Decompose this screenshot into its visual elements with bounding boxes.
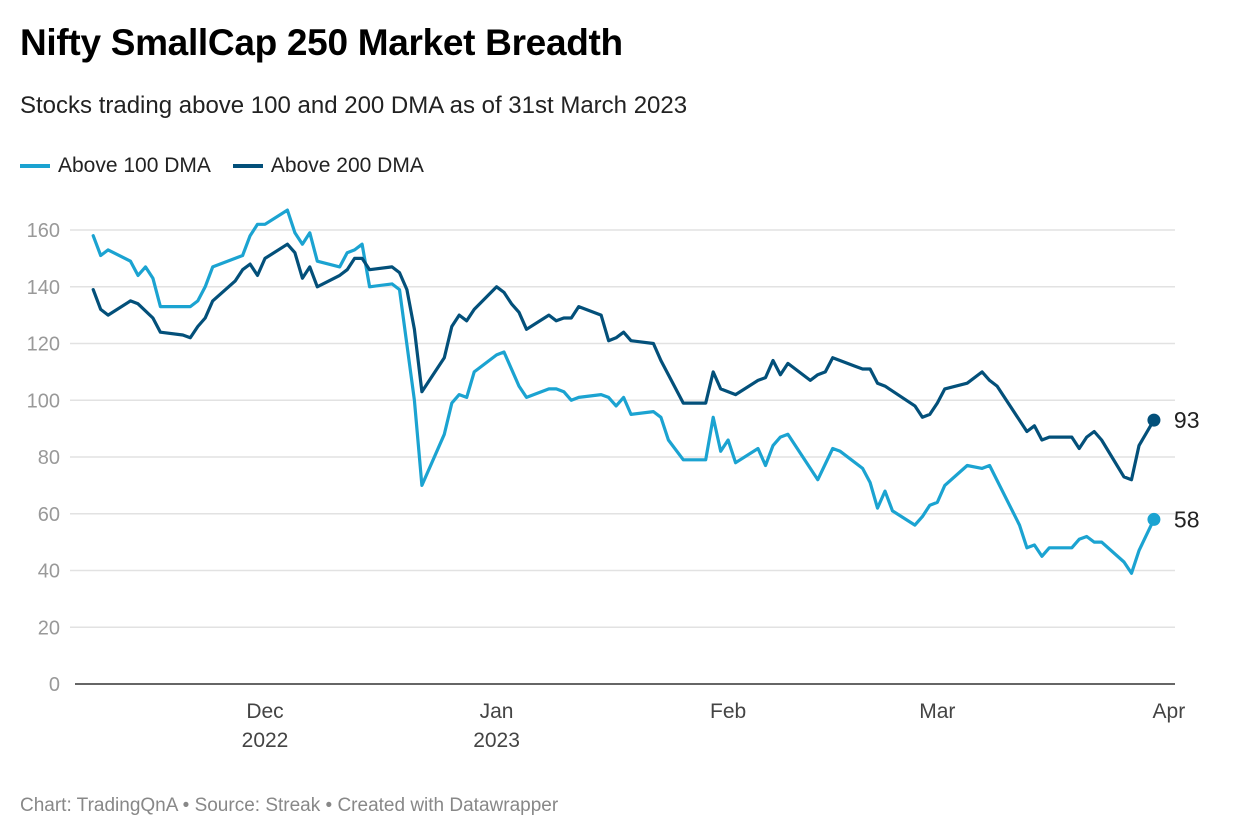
- y-tick-label: 140: [27, 277, 60, 299]
- legend: Above 100 DMA Above 200 DMA: [20, 154, 424, 178]
- y-tick-label: 120: [27, 334, 60, 356]
- legend-item-100dma: Above 100 DMA: [20, 154, 211, 178]
- end-point-marker: [1147, 512, 1161, 526]
- y-tick-label: 40: [38, 561, 60, 583]
- chart-footer: Chart: TradingQnA • Source: Streak • Cre…: [20, 795, 559, 816]
- chart-title: Nifty SmallCap 250 Market Breadth: [20, 22, 623, 63]
- chart-subtitle: Stocks trading above 100 and 200 DMA as …: [20, 92, 688, 119]
- y-tick-label: 100: [27, 390, 60, 412]
- y-tick-label: 160: [27, 220, 60, 242]
- legend-label-200dma: Above 200 DMA: [270, 154, 424, 177]
- y-tick-label: 80: [38, 447, 60, 469]
- series-line-200dma: [91, 242, 1156, 482]
- legend-swatch-200dma: [232, 164, 263, 168]
- x-tick-label: Jan: [480, 700, 514, 723]
- legend-swatch-100dma: [20, 164, 50, 168]
- legend-item-200dma: Above 200 DMA: [232, 154, 424, 178]
- legend-label-100dma: Above 100 DMA: [58, 154, 211, 177]
- x-tick-label: Apr: [1153, 700, 1186, 723]
- x-tick-sublabel: 2022: [242, 729, 289, 752]
- x-tick-sublabel: 2023: [473, 729, 520, 752]
- end-value-label: 93: [1174, 407, 1200, 433]
- end-point-marker: [1147, 413, 1161, 427]
- series-line-100dma: [91, 208, 1156, 575]
- y-tick-label: 0: [49, 674, 60, 696]
- y-tick-label: 60: [38, 504, 60, 526]
- y-tick-label: 20: [38, 617, 60, 639]
- end-value-label: 58: [1174, 506, 1200, 532]
- x-tick-label: Mar: [919, 700, 955, 723]
- x-tick-label: Feb: [710, 700, 746, 723]
- x-tick-label: Dec: [246, 700, 283, 723]
